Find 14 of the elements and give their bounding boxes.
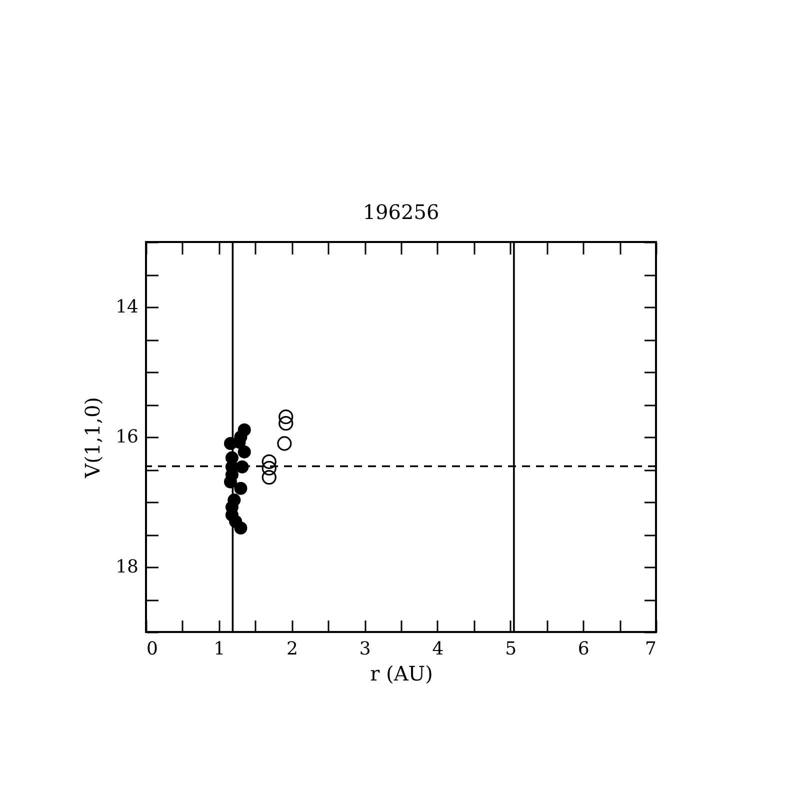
- chart-title: 196256: [362, 200, 440, 224]
- x-tick-label: 0: [146, 638, 158, 660]
- x-tick-label: 1: [214, 638, 226, 660]
- x-tick-label: 6: [578, 638, 590, 660]
- y-tick-label: 14: [116, 296, 138, 318]
- y-axis-title: V(1,1,0): [80, 397, 105, 479]
- x-axis-title: r (AU): [370, 662, 433, 686]
- y-tick-label: 18: [116, 556, 138, 578]
- x-tick-label: 4: [432, 638, 444, 660]
- x-tick-label: 3: [359, 638, 371, 660]
- x-tick-label: 5: [505, 638, 517, 660]
- x-tick-label: 7: [645, 638, 656, 660]
- y-tick-label: 16: [116, 426, 138, 448]
- x-tick-label: 2: [286, 638, 298, 660]
